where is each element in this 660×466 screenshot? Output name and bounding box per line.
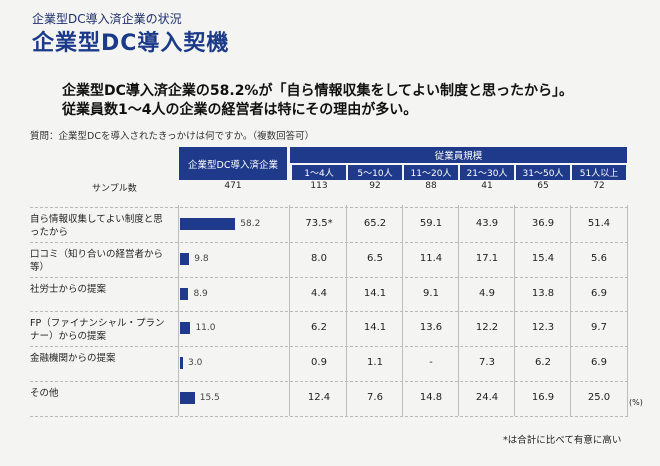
size-value: 12.3 [531, 322, 555, 334]
row-divider [30, 415, 628, 417]
total-bar [180, 357, 183, 370]
total-bar [180, 322, 191, 335]
total-bar [180, 218, 236, 230]
size-column-header: 11〜20人 [404, 165, 458, 180]
row-label: 口コミ（知り合いの経営者から等） [30, 248, 164, 273]
sample-size-value: 113 [310, 181, 328, 191]
size-value: 17.1 [475, 252, 499, 264]
column-divider [346, 205, 347, 416]
row-divider [30, 311, 628, 313]
size-value: 6.2 [535, 357, 551, 369]
column-divider [458, 205, 459, 416]
size-value: 43.9 [475, 218, 499, 229]
footnote: *は合計に比べて有意に高い [503, 435, 622, 446]
column-divider [402, 205, 403, 416]
row-divider [30, 381, 628, 382]
sample-size-label: サンプル数 [92, 184, 137, 194]
size-value: 36.9 [531, 218, 555, 229]
size-value: 59.1 [419, 218, 443, 229]
size-value: 14.1 [363, 287, 387, 299]
size-column-header: 31〜50人 [516, 165, 570, 180]
sample-size-total: 471 [224, 181, 242, 191]
row-label: 社労士からの提案 [30, 283, 107, 295]
headline-line-2: 従業員数1〜4人の企業の経営者は特にその理由が多い。 [62, 102, 418, 118]
column-divider [289, 205, 290, 416]
row-label: 金融機関からの提案 [30, 353, 116, 365]
total-bar-value: 9.8 [194, 253, 209, 264]
row-label: その他 [30, 388, 59, 399]
row-divider [30, 276, 628, 278]
row-divider [30, 241, 628, 243]
size-value: 7.6 [367, 392, 383, 403]
size-value: 6.9 [591, 287, 607, 299]
row-divider [30, 207, 628, 208]
size-value: 15.4 [531, 252, 555, 264]
overall-column-header: 企業型DC導入済企業 [179, 147, 287, 180]
size-value: 4.9 [479, 287, 495, 299]
size-value: 16.9 [531, 392, 555, 403]
row-label: FP（ファイナンシャル・プランナー）からの提案 [30, 318, 165, 343]
page-subtitle: 企業型DC導入済企業の状況 [32, 12, 182, 26]
size-value: 65.2 [363, 218, 387, 229]
headline-line-1: 企業型DC導入済企業の58.2%が「自ら情報収集をしてよい制度と思ったから」。 [62, 83, 574, 99]
size-value: 13.8 [531, 287, 555, 299]
total-bar-value: 8.9 [193, 288, 208, 299]
size-value: 5.6 [591, 252, 607, 264]
unit-label: (%) [629, 398, 643, 407]
size-value: 1.1 [367, 357, 383, 369]
row-label: 自ら情報収集してよい制度と思ったから [30, 214, 163, 238]
row-divider [30, 346, 628, 348]
column-divider [178, 205, 179, 416]
column-divider [570, 205, 571, 416]
size-value: 51.4 [587, 218, 611, 229]
size-column-header: 21〜30人 [460, 165, 514, 180]
total-bar [180, 287, 189, 300]
size-value: 9.7 [591, 322, 607, 334]
total-bar-value: 58.2 [240, 219, 261, 229]
sample-size-value: 65 [537, 181, 549, 191]
size-value: 7.3 [479, 357, 495, 369]
survey-question: 質問：企業型DCを導入されたきっかけは何ですか。（複数回答可） [30, 131, 315, 142]
size-column-header: 1〜4人 [292, 165, 346, 180]
size-value: 14.8 [419, 392, 443, 403]
size-value: - [429, 357, 433, 369]
size-value: 12.2 [475, 322, 499, 334]
size-column-header: 5〜10人 [348, 165, 402, 180]
size-value: 13.6 [419, 322, 443, 334]
size-value: 73.5* [305, 218, 333, 229]
sample-size-value: 41 [481, 181, 493, 191]
size-column-header: 51人以上 [572, 165, 626, 180]
total-bar [180, 392, 195, 404]
size-value: 25.0 [587, 392, 611, 403]
size-value: 11.4 [419, 252, 443, 264]
size-value: 12.4 [307, 392, 331, 403]
size-value: 0.9 [311, 357, 327, 369]
column-divider [514, 205, 515, 416]
page-title: 企業型DC導入契機 [32, 31, 230, 56]
size-value: 9.1 [423, 287, 439, 299]
total-bar [180, 252, 190, 265]
size-value: 6.2 [311, 322, 327, 334]
group-column-header: 従業員規模 [290, 147, 627, 163]
size-value: 14.1 [363, 322, 387, 334]
total-bar-value: 3.0 [188, 358, 203, 369]
total-bar-value: 15.5 [199, 393, 220, 403]
size-value: 6.5 [367, 252, 383, 264]
sample-size-value: 92 [369, 181, 381, 191]
sample-size-value: 88 [425, 181, 437, 191]
size-value: 8.0 [311, 252, 327, 264]
total-bar-value: 11.0 [195, 323, 216, 334]
sample-size-value: 72 [593, 181, 605, 191]
size-value: 24.4 [475, 392, 499, 403]
column-divider [627, 205, 628, 416]
size-value: 4.4 [311, 287, 327, 299]
size-value: 6.9 [591, 357, 607, 369]
